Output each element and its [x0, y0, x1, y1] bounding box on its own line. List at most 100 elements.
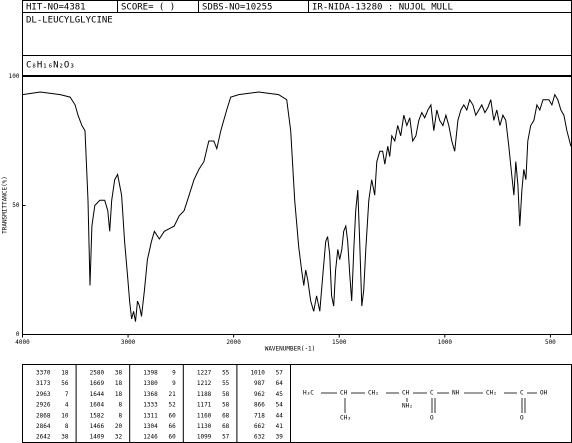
- peak-wavenumber: 2642: [36, 434, 51, 441]
- x-tick-label: 4000: [15, 339, 30, 346]
- atom: O: [430, 415, 434, 422]
- structure: H₃C CH CH₂ CH C NH CH₂ C OH CH₃ NH₂ O O: [303, 390, 548, 422]
- atom: H₃C: [303, 390, 314, 397]
- atom: NH: [452, 390, 460, 397]
- peak-wavenumber: 1010: [250, 370, 265, 377]
- peak-transmittance: 18: [61, 370, 69, 377]
- peak-transmittance: 32: [115, 434, 123, 441]
- peak-transmittance: 20: [115, 423, 123, 430]
- spectrum-line: [22, 91, 572, 322]
- compound-name: DL-LEUCYLGLYCINE: [26, 16, 113, 26]
- peak-transmittance: 8: [118, 402, 122, 409]
- peak-transmittance: 9: [172, 370, 176, 377]
- y-tick-label: 0: [16, 331, 20, 338]
- peak-transmittance: 41: [276, 423, 284, 430]
- peak-wavenumber: 3173: [36, 380, 51, 387]
- plot-frame: [22, 76, 572, 335]
- peak-wavenumber: 1604: [90, 402, 105, 409]
- peak-wavenumber: 1188: [197, 391, 212, 398]
- peak-wavenumber: 987: [254, 380, 265, 387]
- peak-transmittance: 52: [168, 402, 176, 409]
- atom: CH₂: [368, 390, 379, 397]
- peak-wavenumber: 1582: [90, 412, 105, 419]
- peak-transmittance: 58: [222, 391, 230, 398]
- peak-wavenumber: 1212: [197, 380, 212, 387]
- x-tick-label: 3000: [121, 339, 136, 346]
- method: IR-NIDA-13280 : NUJOL MULL: [312, 3, 453, 13]
- peak-transmittance: 57: [276, 370, 284, 377]
- peak-wavenumber: 1227: [197, 370, 212, 377]
- peak-transmittance: 54: [276, 402, 284, 409]
- peak-wavenumber: 2963: [36, 391, 51, 398]
- peak-transmittance: 68: [222, 412, 230, 419]
- peak-wavenumber: 1398: [143, 370, 158, 377]
- peak-wavenumber: 2926: [36, 402, 51, 409]
- atom: CH: [340, 390, 348, 397]
- peak-wavenumber: 1368: [143, 391, 158, 398]
- peak-transmittance: 45: [276, 391, 284, 398]
- peak-transmittance: 38: [115, 370, 123, 377]
- peak-transmittance: 57: [222, 434, 230, 441]
- x-tick-label: 500: [545, 339, 556, 346]
- peak-transmittance: 66: [168, 423, 176, 430]
- y-axis-label: TRANSMITTANCE(%): [2, 176, 9, 234]
- peak-transmittance: 68: [222, 423, 230, 430]
- plot-area: 4000 3000 2000 1500 1000 500 0 50 100: [9, 73, 572, 346]
- x-tick-label: 1000: [438, 339, 453, 346]
- x-tick-label: 1500: [332, 339, 347, 346]
- peak-wavenumber: 962: [254, 391, 265, 398]
- peak-wavenumber: 3370: [36, 370, 51, 377]
- peak-wavenumber: 1099: [197, 434, 212, 441]
- peak-wavenumber: 1409: [90, 434, 105, 441]
- peak-wavenumber: 1380: [143, 380, 158, 387]
- peak-transmittance: 8: [118, 412, 122, 419]
- peak-wavenumber: 1304: [143, 423, 158, 430]
- peak-wavenumber: 1160: [197, 412, 212, 419]
- peak-wavenumber: 2864: [36, 423, 51, 430]
- peak-wavenumber: 1246: [143, 434, 158, 441]
- peak-transmittance: 60: [168, 412, 176, 419]
- y-tick-label: 50: [12, 202, 20, 209]
- peak-transmittance: 64: [276, 380, 284, 387]
- peak-wavenumber: 632: [254, 434, 265, 441]
- hit-no: HIT-NO=4381: [26, 3, 86, 13]
- sdbs-no: SDBS-NO=10255: [202, 3, 272, 13]
- peak-transmittance: 56: [61, 380, 69, 387]
- atom: O: [520, 415, 524, 422]
- peak-wavenumber: 1466: [90, 423, 105, 430]
- x-tick-label: 2000: [226, 339, 241, 346]
- peak-transmittance: 9: [172, 380, 176, 387]
- peak-wavenumber: 1644: [90, 391, 105, 398]
- peak-transmittance: 18: [115, 391, 123, 398]
- peak-wavenumber: 1171: [197, 402, 212, 409]
- peak-transmittance: 38: [61, 434, 69, 441]
- atom: CH₂: [486, 390, 497, 397]
- x-axis-label: WAVENUMBER(-1): [265, 346, 316, 353]
- header-box: [22, 0, 572, 76]
- peak-transmittance: 21: [168, 391, 176, 398]
- atom: CH: [402, 390, 410, 397]
- peak-transmittance: 39: [276, 434, 284, 441]
- peak-wavenumber: 662: [254, 423, 265, 430]
- atom: C: [430, 390, 434, 397]
- peak-transmittance: 44: [276, 412, 284, 419]
- peak-wavenumber: 1130: [197, 423, 212, 430]
- peak-transmittance: 55: [222, 380, 230, 387]
- y-tick-label: 100: [9, 73, 20, 80]
- peak-transmittance: 8: [65, 423, 69, 430]
- peak-wavenumber: 2868: [36, 412, 51, 419]
- peak-transmittance: 4: [65, 402, 69, 409]
- peak-wavenumber: 1669: [90, 380, 105, 387]
- peak-table: 3370 18 3173 56 2963 7 2926 4 2868 10 2864 8 2642 38 2…: [36, 364, 283, 443]
- peak-transmittance: 60: [168, 434, 176, 441]
- peak-wavenumber: 718: [254, 412, 265, 419]
- peak-transmittance: 55: [222, 370, 230, 377]
- table-box: [22, 364, 572, 443]
- peak-transmittance: 10: [61, 412, 69, 419]
- peak-wavenumber: 1333: [143, 402, 158, 409]
- atom: NH₂: [402, 403, 413, 410]
- score: SCORE= ( ): [121, 3, 175, 13]
- atom: C: [520, 390, 524, 397]
- atom: OH: [540, 390, 548, 397]
